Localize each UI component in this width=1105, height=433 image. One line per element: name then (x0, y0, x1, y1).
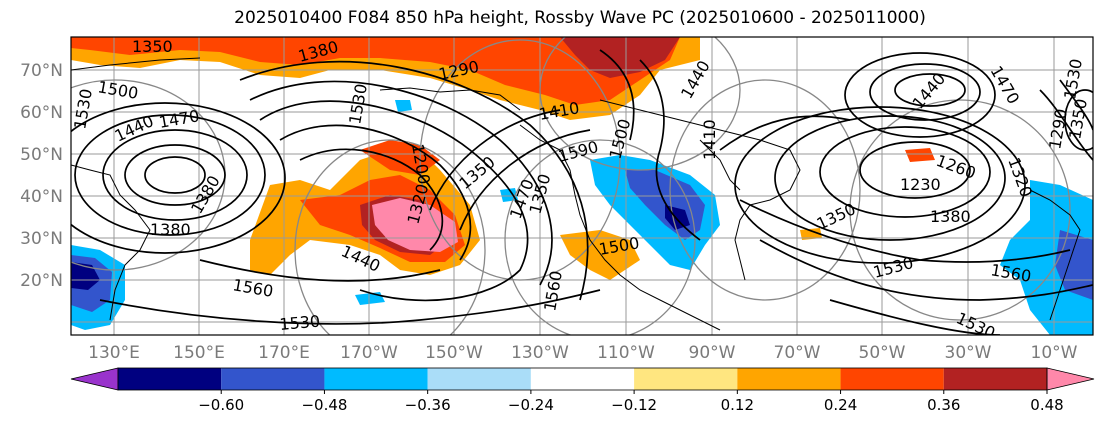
lat-label: 70°N (20, 61, 63, 81)
contour-label: 1350 (132, 37, 173, 56)
colorbar-segment (427, 368, 531, 390)
lon-label: 170°W (340, 343, 398, 363)
contour-label: 1410 (700, 119, 719, 160)
lon-label: 90°W (689, 343, 736, 363)
lon-label: 150°W (425, 343, 483, 363)
colorbar-segment (840, 368, 944, 390)
lon-label: 10°W (1031, 343, 1078, 363)
colorbar-segment (118, 368, 222, 390)
colorbar-segment (221, 368, 325, 390)
colorbar-arrow-right (1046, 367, 1095, 391)
colorbar-segment (737, 368, 841, 390)
colorbar-tick-label: 0.12 (721, 396, 754, 414)
longitude-labels: 130°E 150°E 170°E 170°W 150°W 130°W 110°… (88, 343, 1078, 363)
height-contours (71, 49, 1093, 335)
lon-label: 130°W (511, 343, 569, 363)
colorbar-frame (117, 367, 1048, 391)
lon-label: 50°W (859, 343, 906, 363)
contour-label: 1380 (150, 220, 191, 239)
latitude-labels: 70°N 60°N 50°N 40°N 30°N 20°N (20, 61, 63, 291)
colorbar-tick-label: 0.24 (824, 396, 857, 414)
colorbar-tick-label: 0.36 (927, 396, 960, 414)
colorbar-segment (634, 368, 738, 390)
lat-label: 20°N (20, 271, 63, 291)
colorbar-tick-label: −0.48 (301, 396, 347, 414)
colorbar-arrow-left (70, 367, 119, 391)
lon-label: 110°W (597, 343, 655, 363)
lat-label: 50°N (20, 145, 63, 165)
lon-label: 30°W (945, 343, 992, 363)
colorbar-tick-label: −0.36 (405, 396, 451, 414)
colorbar-tick-label: −0.60 (198, 396, 244, 414)
lon-label: 150°E (173, 343, 225, 363)
map-frame (70, 36, 1094, 336)
map-title: 2025010400 F084 850 hPa height, Rossby W… (234, 8, 926, 28)
contour-label: 1380 (930, 207, 971, 226)
colorbar-segment (530, 368, 635, 390)
contour-label: 1530 (279, 312, 321, 334)
colorbar-tick-label: 0.48 (1030, 396, 1063, 414)
lon-label: 130°E (88, 343, 140, 363)
colorbar: −0.60 −0.48 −0.36 −0.24 −0.12 0.12 0.24 0.36 0.4… (70, 367, 1095, 414)
contour-label: 1230 (900, 175, 941, 194)
colorbar-tick-label: −0.12 (611, 396, 657, 414)
lat-label: 60°N (20, 103, 63, 123)
lon-label: 70°W (774, 343, 821, 363)
colorbar-segment (943, 368, 1047, 390)
colorbar-tick-label: −0.24 (508, 396, 554, 414)
lon-label: 170°E (258, 343, 310, 363)
anomaly-fill (71, 37, 1093, 335)
colorbar-segment (324, 368, 428, 390)
coastlines (71, 57, 1081, 331)
lat-label: 30°N (20, 229, 63, 249)
lat-label: 40°N (20, 187, 63, 207)
